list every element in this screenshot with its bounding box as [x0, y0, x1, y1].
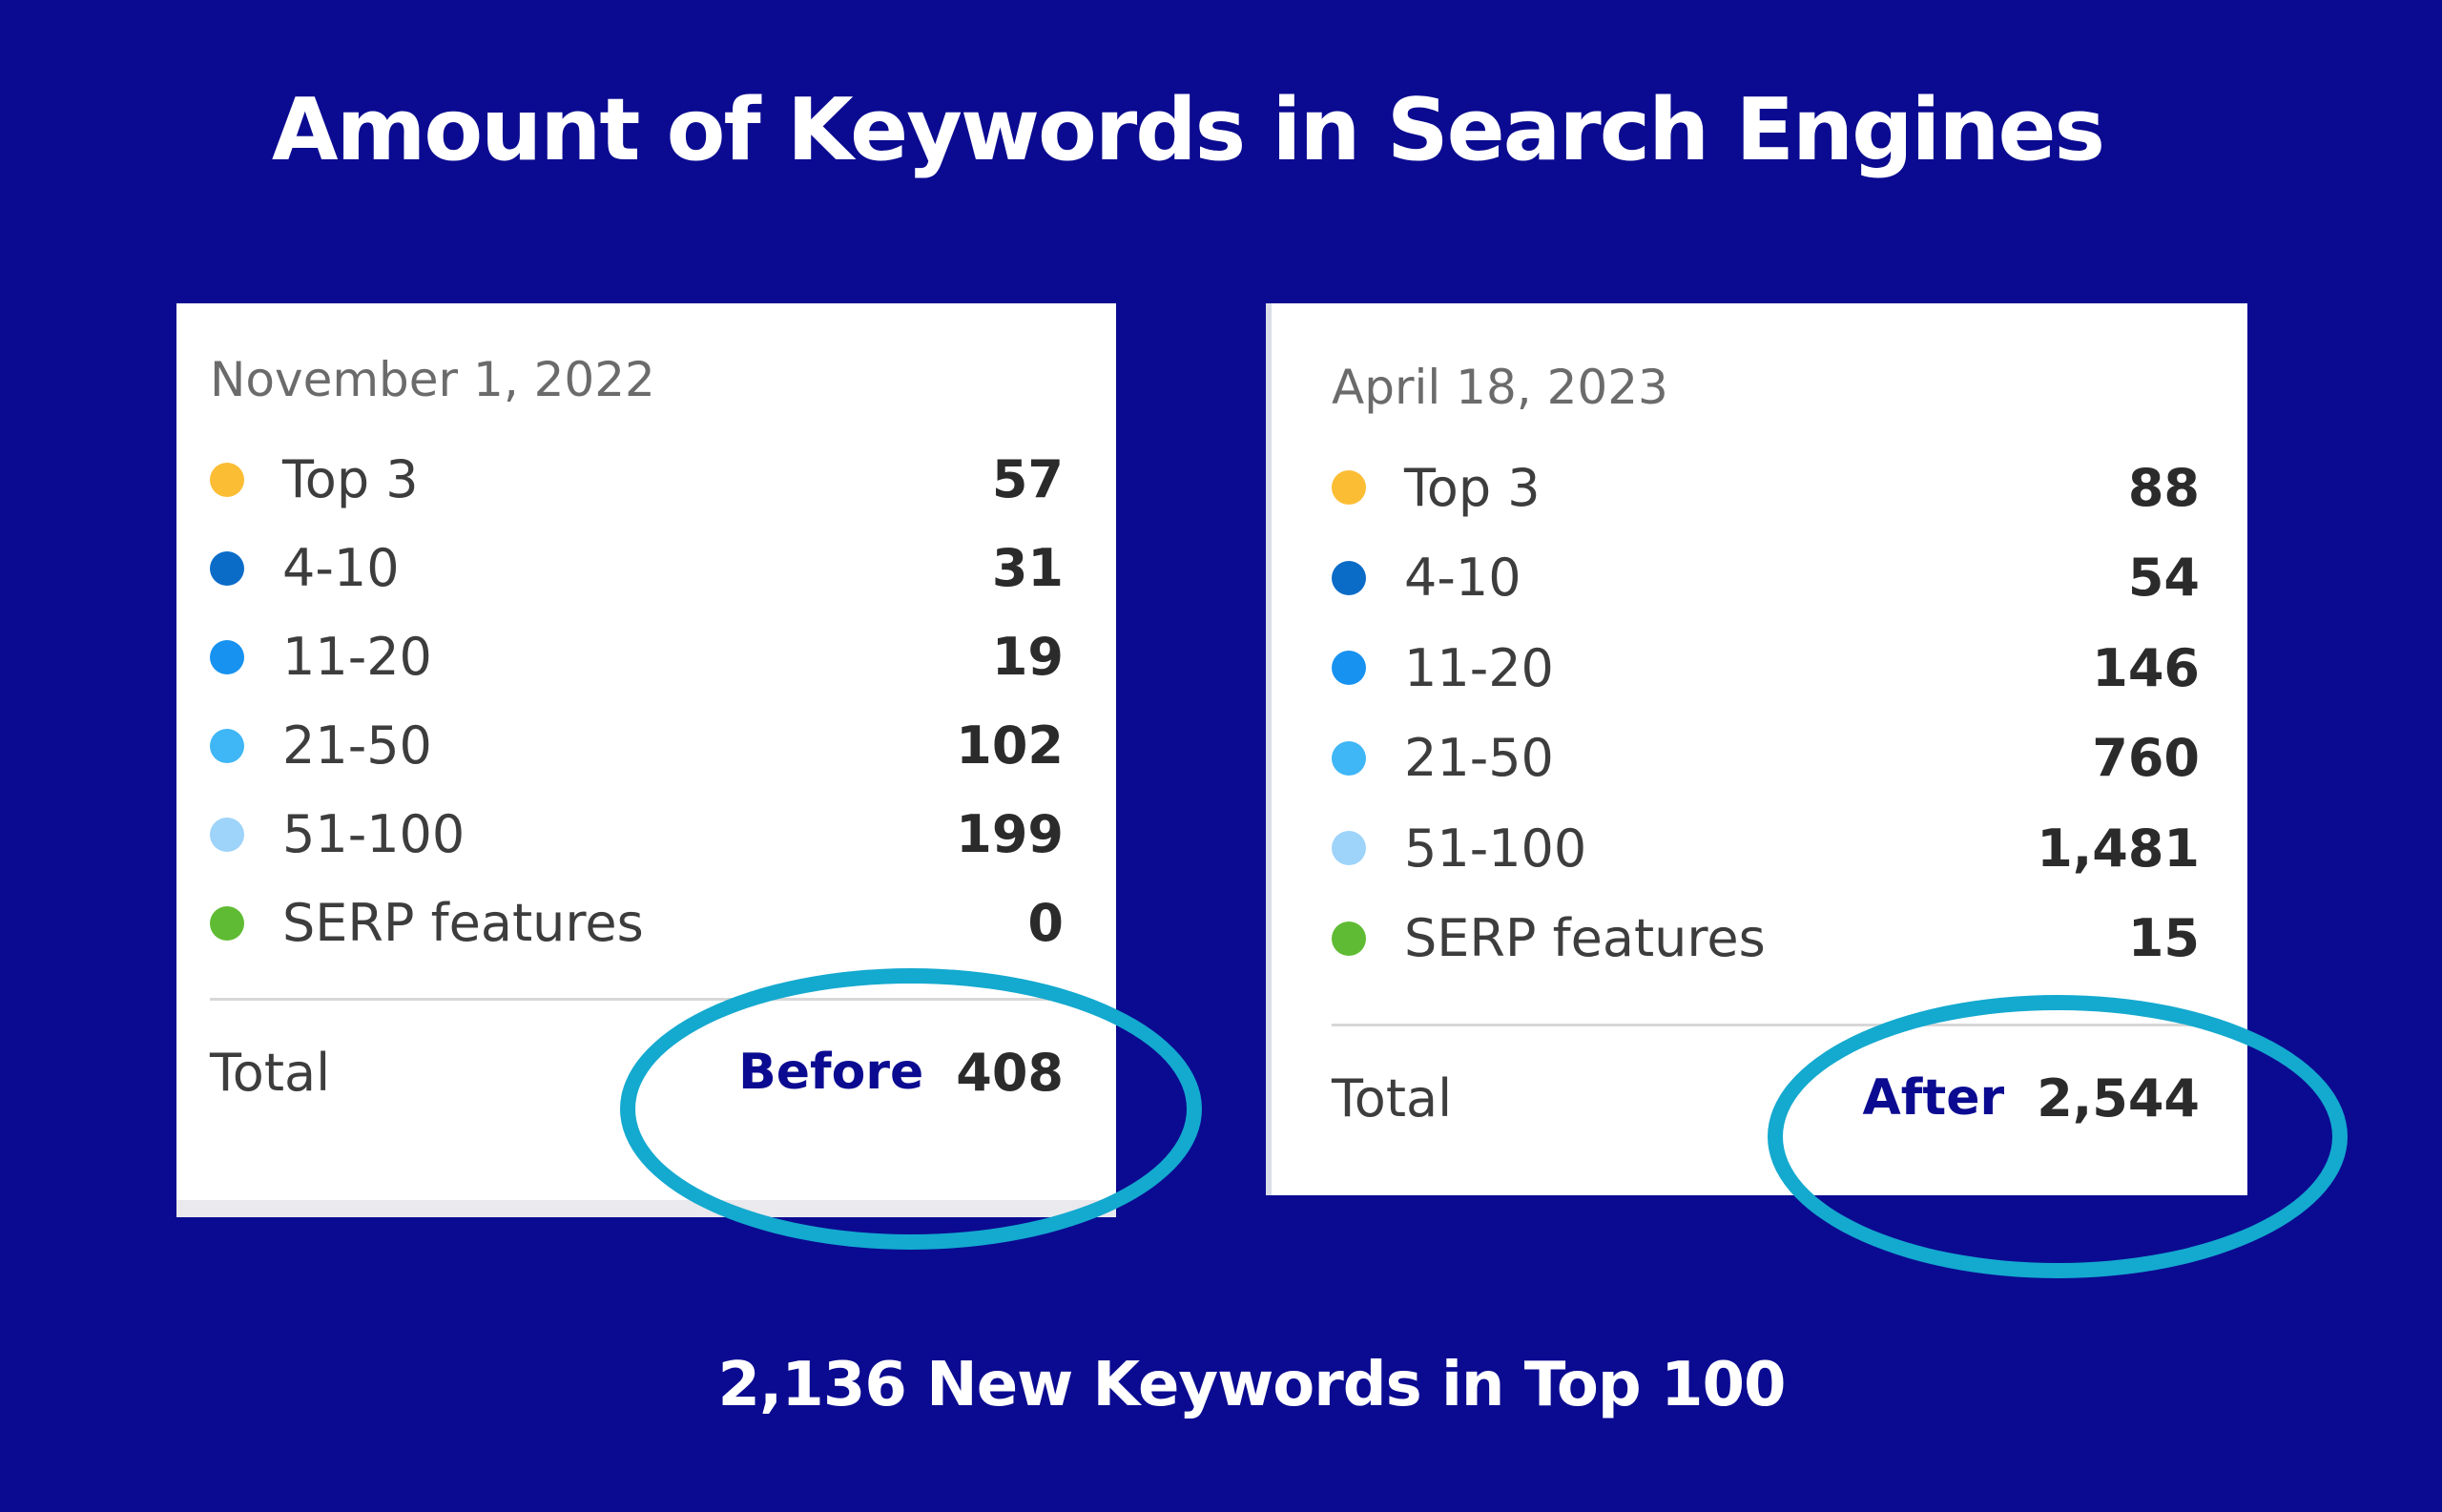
before-row-51-100: 51-100 199	[210, 790, 1064, 879]
total-label: Total	[210, 1042, 331, 1103]
after-row-top3: Top 3 88	[1332, 443, 2200, 533]
serp-dot-icon	[1332, 921, 1366, 956]
11-20-dot-icon	[1332, 651, 1366, 686]
after-card: April 18, 2023 Top 3 88 4-10 54 11-20 14…	[1266, 303, 2247, 1195]
row-label: SERP features	[282, 893, 644, 953]
row-value: 199	[956, 804, 1064, 864]
row-value: 760	[2092, 728, 2200, 789]
after-row-21-50: 21-50 760	[1332, 714, 2200, 804]
row-label: 51-100	[282, 804, 466, 864]
row-label: Top 3	[1404, 457, 1541, 518]
row-label: 21-50	[1404, 728, 1554, 789]
before-row-top3: Top 3 57	[210, 435, 1064, 524]
11-20-dot-icon	[210, 639, 244, 674]
row-label: Top 3	[282, 449, 419, 509]
row-value: 102	[956, 715, 1064, 776]
after-date: April 18, 2023	[1332, 360, 1668, 415]
row-label: 11-20	[282, 627, 432, 687]
divider	[1332, 1024, 2200, 1026]
row-label: SERP features	[1404, 908, 1766, 969]
page-title: Amount of Keywords in Search Engines	[271, 80, 2105, 180]
51-100-dot-icon	[210, 817, 244, 852]
21-50-dot-icon	[210, 728, 244, 763]
row-label: 51-100	[1404, 818, 1587, 879]
top3-dot-icon	[210, 462, 244, 497]
total-value: 408	[956, 1042, 1064, 1103]
row-label: 4-10	[282, 538, 400, 598]
after-row-serp: SERP features 15	[1332, 894, 2200, 984]
total-value: 2,544	[2037, 1067, 2200, 1129]
row-value: 1,481	[2037, 818, 2200, 879]
serp-dot-icon	[210, 905, 244, 941]
after-row-4-10: 4-10 54	[1332, 533, 2200, 624]
51-100-dot-icon	[1332, 831, 1366, 866]
row-value: 0	[1027, 893, 1064, 953]
row-label: 4-10	[1404, 548, 1521, 609]
top3-dot-icon	[1332, 470, 1366, 506]
row-value: 19	[991, 627, 1064, 687]
summary-caption: 2,136 New Keywords in Top 100	[717, 1350, 1786, 1420]
row-value: 54	[2127, 548, 2200, 609]
21-50-dot-icon	[1332, 740, 1366, 776]
before-tag: Before	[738, 1044, 924, 1101]
row-label: 21-50	[282, 715, 432, 776]
row-value: 15	[2127, 908, 2200, 969]
after-row-51-100: 51-100 1,481	[1332, 803, 2200, 894]
row-value: 88	[2127, 457, 2200, 518]
before-total-row: Total Before 408	[210, 1001, 1064, 1144]
row-value: 31	[991, 538, 1064, 598]
before-row-11-20: 11-20 19	[210, 612, 1064, 701]
4-10-dot-icon	[210, 550, 244, 586]
before-row-21-50: 21-50 102	[210, 701, 1064, 790]
before-date: November 1, 2022	[210, 352, 655, 407]
divider	[210, 998, 1064, 1001]
before-row-serp: SERP features 0	[210, 879, 1064, 967]
before-card: November 1, 2022 Top 3 57 4-10 31 11-20 …	[176, 303, 1116, 1217]
row-value: 146	[2092, 637, 2200, 698]
4-10-dot-icon	[1332, 560, 1366, 595]
row-value: 57	[991, 449, 1064, 509]
before-row-4-10: 4-10 31	[210, 524, 1064, 612]
after-total-row: Total After 2,544	[1332, 1026, 2200, 1170]
after-row-11-20: 11-20 146	[1332, 623, 2200, 714]
row-label: 11-20	[1404, 637, 1554, 698]
after-tag: After	[1862, 1069, 2005, 1127]
total-label: Total	[1332, 1067, 1453, 1129]
